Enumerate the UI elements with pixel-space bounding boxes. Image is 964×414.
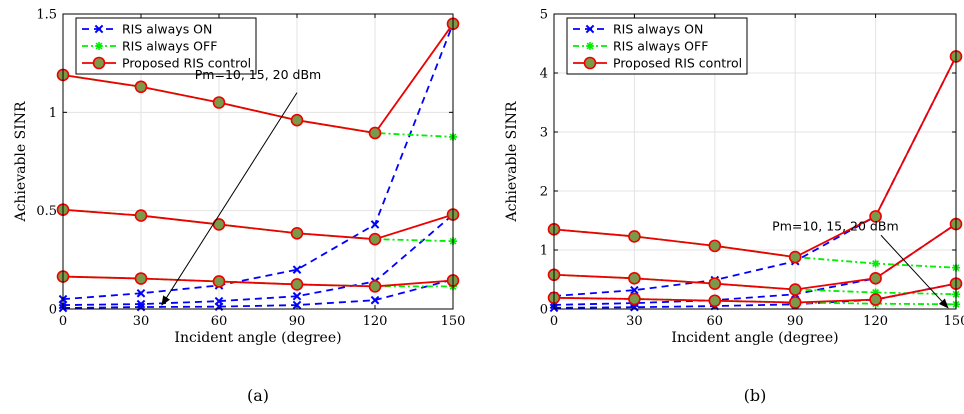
legend-label: RIS always OFF [122, 39, 217, 54]
data-point [630, 302, 639, 312]
data-point [708, 277, 722, 290]
annotation-text: Pm=10, 15, 20 dBm [195, 67, 321, 82]
data-point [708, 239, 722, 253]
data-point [368, 280, 382, 293]
annotation-arrow [880, 234, 949, 309]
series-proposed-6 [56, 17, 460, 140]
chart-panel-a: 0 30 60 90 120 150 0 0.5 1 1.5 Incident angle (deg… [13, 8, 465, 406]
x-tick-label: 30 [626, 314, 643, 329]
data-point [628, 230, 641, 243]
y-tick-label: 0.5 [36, 204, 57, 219]
legend-marker [92, 56, 106, 70]
y-tick-label: 4 [540, 67, 548, 82]
data-point [292, 265, 302, 274]
series-line [62, 213, 454, 306]
x-tick-label: 30 [133, 314, 150, 329]
series-line [553, 228, 957, 269]
data-point [290, 278, 304, 291]
y-tick-label: 5 [540, 8, 548, 23]
x-tick-label: 60 [211, 314, 228, 329]
legend-label: RIS always ON [613, 22, 703, 37]
legend-marker [586, 42, 594, 50]
data-point [708, 294, 722, 308]
x-tick-label: 0 [59, 314, 67, 329]
data-point [628, 292, 641, 306]
x-tick-label: 60 [707, 314, 724, 329]
series-proposed-8 [56, 270, 460, 293]
y-axis-label: Achievable SINR [13, 101, 29, 223]
legend-label: RIS always ON [122, 22, 212, 37]
data-point [134, 272, 148, 285]
data-point [292, 300, 302, 310]
y-tick-label: 0 [540, 303, 548, 318]
data-point [788, 296, 802, 309]
legend-marker [583, 56, 597, 70]
data-point [628, 272, 641, 285]
annotation-arrow [161, 92, 298, 306]
series-line [553, 223, 957, 291]
legend: RIS always ON RIS always OFF Proposed RIS … [75, 17, 257, 75]
y-axis-label: Achievable SINR [504, 101, 520, 223]
x-tick-label: 90 [787, 314, 804, 329]
annotation-text: Pm=10, 15, 20 dBm [772, 219, 898, 234]
data-point [871, 259, 880, 268]
y-tick-label: 0 [49, 303, 57, 318]
x-tick-label: 0 [550, 314, 558, 329]
data-point [788, 283, 802, 296]
data-point [370, 295, 380, 305]
x-tick-label: 120 [363, 314, 388, 329]
data-point [368, 232, 382, 246]
data-point [869, 293, 882, 306]
data-point [871, 288, 880, 297]
data-point [134, 80, 148, 94]
series-line [62, 23, 454, 301]
panel-label: (a) [247, 386, 269, 405]
data-point [368, 126, 382, 140]
x-tick-label: 150 [944, 314, 964, 329]
legend-marker [585, 24, 595, 34]
chart-panel-b: 0 30 60 90 120 150 0 1 2 3 4 5 Incident angle (degre… [504, 8, 964, 406]
axes-box [553, 13, 957, 310]
series-proposed-7 [547, 217, 963, 296]
axes-box [62, 13, 454, 310]
data-point [290, 226, 304, 240]
series-line [62, 275, 454, 288]
data-point [290, 113, 304, 127]
legend: RIS always ON RIS always OFF Proposed RIS … [566, 17, 748, 75]
legend-marker [95, 42, 103, 50]
x-tick-label: 90 [289, 314, 306, 329]
y-tick-label: 2 [540, 185, 548, 200]
data-point [869, 210, 882, 223]
series-line [62, 23, 454, 134]
series-line [62, 208, 454, 241]
series-line [553, 56, 957, 259]
legend-label: Proposed RIS control [122, 56, 251, 71]
series-line [553, 282, 957, 304]
data-point [292, 291, 302, 301]
data-point [788, 250, 802, 264]
data-point [134, 209, 148, 222]
data-point [370, 220, 380, 229]
y-tick-label: 1 [540, 244, 548, 259]
y-tick-label: 3 [540, 126, 548, 141]
x-tick-label: 120 [863, 314, 888, 329]
y-tick-label: 1.5 [36, 8, 57, 23]
legend-label: Proposed RIS control [613, 56, 742, 71]
x-axis-label: Incident angle (degree) [174, 330, 341, 346]
panel-label: (b) [744, 386, 767, 405]
x-axis-label: Incident angle (degree) [671, 330, 838, 346]
x-tick-label: 150 [441, 314, 466, 329]
data-point [630, 285, 639, 295]
legend-marker [94, 24, 104, 34]
data-point [136, 288, 146, 298]
legend-label: RIS always OFF [613, 39, 708, 54]
series-line [62, 278, 454, 309]
data-point [212, 275, 226, 288]
data-point [212, 96, 226, 109]
y-tick-label: 1 [49, 106, 57, 121]
series-proposed-7 [56, 203, 460, 246]
data-point [869, 272, 882, 285]
